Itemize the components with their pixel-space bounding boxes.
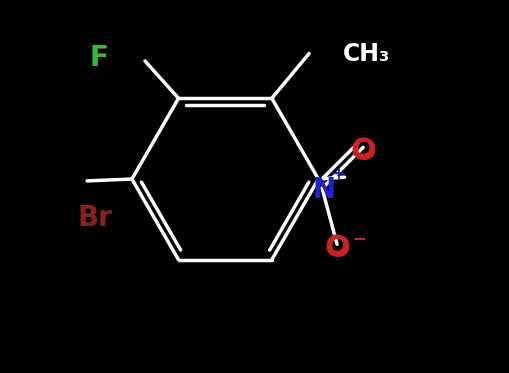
Text: O: O [324,233,349,263]
Text: Br: Br [78,204,112,232]
Text: −: − [351,229,365,247]
Text: F: F [89,44,108,72]
Text: N: N [312,176,335,204]
Text: CH₃: CH₃ [342,42,389,66]
Text: O: O [350,137,375,166]
Text: +: + [331,165,345,183]
